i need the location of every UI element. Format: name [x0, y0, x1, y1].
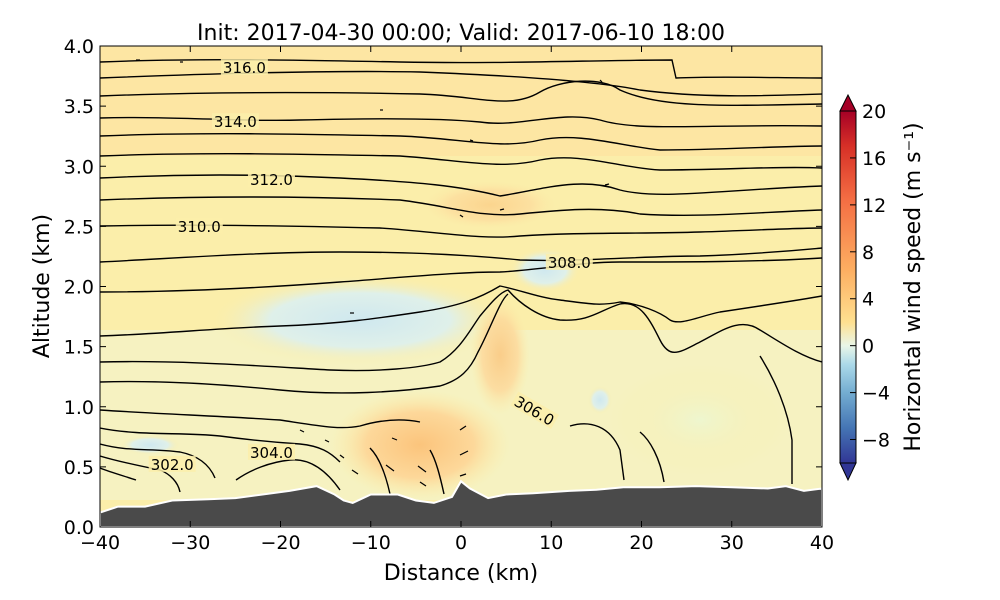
x-tick-label: 30 — [720, 532, 744, 554]
positive-wind-core-2 — [470, 295, 530, 415]
negative-wind-core-3 — [120, 435, 180, 455]
colorbar: −8 −4 0 4 8 12 16 20 Horizontal wind speed (m s… — [839, 93, 926, 482]
isentrope-line — [759, 355, 793, 484]
contour-label: 304.0 — [247, 443, 295, 462]
x-tick-label: −10 — [351, 532, 391, 554]
y-tick-label: 3.5 — [64, 96, 94, 118]
colorbar-extend-max — [839, 93, 857, 112]
colorbar-tick-label: 0 — [862, 336, 874, 358]
contour-label: 316.0 — [220, 59, 268, 77]
x-tick-label: 0 — [455, 532, 467, 554]
colorbar-tick-label: 16 — [862, 148, 886, 170]
x-tick-label: −40 — [80, 532, 120, 554]
y-tick-label: 1.0 — [64, 397, 94, 419]
svg-text:302.0: 302.0 — [151, 456, 194, 474]
svg-text:304.0: 304.0 — [250, 444, 293, 462]
isentrope-line — [100, 427, 341, 463]
x-axis: −40 −30 −20 −10 0 10 20 30 40 — [80, 46, 834, 554]
isentrope-line — [100, 152, 822, 171]
colorbar-tick-label: 20 — [862, 101, 886, 123]
isentrope-line — [100, 409, 421, 429]
contour-label: 312.0 — [247, 170, 295, 189]
positive-wind-core-3 — [420, 180, 560, 230]
wind-field-upper-band — [100, 46, 822, 156]
colorbar-extend-min — [839, 462, 857, 482]
contour-label: 314.0 — [211, 113, 259, 131]
y-tick-label: 2.0 — [64, 277, 94, 299]
y-tick-label: 0.0 — [64, 517, 94, 539]
isentrope-line — [100, 247, 822, 263]
colorbar-body — [839, 110, 857, 464]
isentrope-contours — [100, 58, 822, 495]
contour-label: 308.0 — [545, 253, 593, 272]
isentrope-line — [100, 224, 822, 238]
colorbar-tick-label: −4 — [862, 383, 890, 405]
y-tick-label: 1.5 — [64, 337, 94, 359]
svg-text:312.0: 312.0 — [250, 171, 293, 189]
wind-vectors — [136, 59, 610, 487]
isentrope-line — [100, 132, 822, 151]
negative-wind-core-4 — [588, 386, 612, 414]
isentrope-line — [100, 467, 137, 481]
contour-label: 310.0 — [175, 217, 223, 236]
isentrope-line — [100, 289, 822, 372]
colorbar-tick-label: 8 — [862, 242, 874, 264]
y-tick-label: 4.0 — [64, 36, 94, 58]
plot-area — [100, 46, 822, 527]
contour-label: 302.0 — [148, 455, 196, 474]
x-axis-label: Distance (km) — [384, 561, 539, 586]
isentrope-line — [100, 174, 822, 197]
isentrope-line — [100, 257, 822, 293]
svg-text:310.0: 310.0 — [178, 218, 221, 236]
y-tick-label: 2.5 — [64, 216, 94, 238]
x-tick-label: 40 — [810, 532, 834, 554]
isentrope-line — [569, 423, 625, 481]
x-tick-label: −30 — [170, 532, 210, 554]
isentrope-line — [369, 447, 391, 495]
isentrope-line — [100, 443, 216, 479]
terrain-surface — [100, 479, 822, 527]
isentrope-line — [100, 293, 509, 394]
colorbar-tick-label: 12 — [862, 195, 886, 217]
isentrope-line — [100, 285, 822, 337]
svg-text:308.0: 308.0 — [548, 254, 591, 272]
pale-region — [610, 365, 790, 475]
x-tick-label: −20 — [260, 532, 300, 554]
svg-text:314.0: 314.0 — [214, 113, 257, 131]
isentrope-line — [429, 449, 445, 495]
colorbar-tick-label: 4 — [862, 289, 874, 311]
y-axis-label: Altitude (km) — [30, 214, 55, 358]
isentrope-line — [235, 459, 341, 491]
isentrope-line — [100, 196, 822, 217]
positive-wind-core — [330, 390, 510, 500]
colorbar-label: Horizontal wind speed (m s⁻¹) — [901, 122, 926, 451]
x-tick-label: 20 — [629, 532, 653, 554]
y-tick-label: 3.0 — [64, 156, 94, 178]
isentrope-line — [100, 80, 822, 106]
y-tick-label: 0.5 — [64, 457, 94, 479]
colorbar-tick-label: −8 — [862, 430, 890, 452]
chart-title: Init: 2017-04-30 00:00; Valid: 2017-06-1… — [197, 21, 725, 46]
colorbar-ticks: −8 −4 0 4 8 12 16 20 — [850, 101, 890, 452]
y-axis: 0.0 0.5 1.0 1.5 2.0 2.5 3.0 3.5 4.0 — [64, 36, 822, 539]
svg-text:316.0: 316.0 — [223, 59, 266, 77]
isentrope-line — [639, 431, 665, 483]
x-tick-label: 10 — [539, 532, 563, 554]
